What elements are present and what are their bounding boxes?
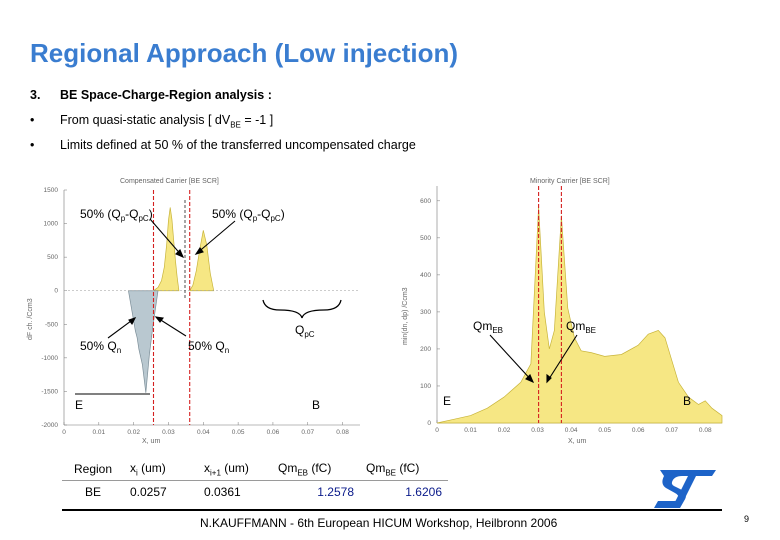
header-xi: xi (um) <box>124 458 198 481</box>
x-tick-label: 0.04 <box>197 429 210 436</box>
y-tick-label: 0 <box>427 420 431 427</box>
arrow-right-qp <box>195 220 236 255</box>
y-tick-label: 400 <box>420 272 431 279</box>
x-tick-label: 0.01 <box>92 429 105 436</box>
data-area-series <box>436 206 723 424</box>
x-tick-label: 0.08 <box>336 429 349 436</box>
x-tick-label: 0.05 <box>598 427 611 434</box>
arrow-qm-eb <box>489 334 534 383</box>
st-logo-icon <box>654 470 716 508</box>
y-tick-label: 1500 <box>44 187 59 194</box>
x-tick-label: 0.05 <box>232 429 245 436</box>
x-tick-label: 0.02 <box>498 427 511 434</box>
right-chart-xlabel: X, um <box>568 438 586 445</box>
bullet-dot: • <box>30 138 35 152</box>
x-tick-label: 0 <box>62 429 66 436</box>
label-e-right: E <box>443 394 451 408</box>
annotation-arrows <box>75 218 578 395</box>
data-area-series <box>152 207 180 292</box>
results-table: Region xi (um) xi+1 (um) QmEB (fC) QmBE … <box>62 458 448 503</box>
arrow-head-icon <box>546 373 552 384</box>
arrow-qm-be <box>546 334 578 383</box>
bullet-2: • From quasi-static analysis [ dVBE = -1… <box>0 113 780 130</box>
x-tick-label: 0.03 <box>162 429 175 436</box>
label-qm-be: QmBE <box>566 319 596 335</box>
arrow-head-icon <box>154 316 164 323</box>
label-b-right: B <box>683 394 691 408</box>
header-qmbe: QmBE (fC) <box>360 458 448 481</box>
header-xi1: xi+1 (um) <box>198 458 272 481</box>
y-tick-label: 500 <box>420 235 431 242</box>
left-chart-xlabel: X, um <box>142 438 160 445</box>
bullet-dot: • <box>30 113 35 127</box>
label-qn-right: 50% Qn <box>188 339 229 355</box>
label-e-left: E <box>75 398 83 412</box>
y-tick-label: 100 <box>420 383 431 390</box>
label-qm-eb: QmEB <box>473 319 503 335</box>
left-chart: Compensated Carrier [BE SCR] dF ch. /Ccm… <box>27 178 360 445</box>
x-tick-label: 0.08 <box>699 427 712 434</box>
cell-xi1: 0.0361 <box>204 485 241 499</box>
y-tick-label: 300 <box>420 309 431 316</box>
right-chart-ylabel: min(dn, dp) /Ccm3 <box>402 287 409 345</box>
bullet-3: • Limits defined at 50 % of the transfer… <box>0 138 780 154</box>
y-tick-label: 200 <box>420 346 431 353</box>
x-tick-label: 0.06 <box>267 429 280 436</box>
footer-divider <box>62 509 722 511</box>
y-tick-label: 0 <box>54 288 58 295</box>
label-b-left: B <box>312 398 320 412</box>
cell-region: BE <box>84 485 101 499</box>
charts-area: Compensated Carrier [BE SCR] dF ch. /Ccm… <box>27 178 723 445</box>
bullet-1: 3. BE Space-Charge-Region analysis : <box>0 88 780 104</box>
y-tick-label: -1500 <box>41 388 58 395</box>
arrow-head-icon <box>194 247 204 255</box>
arrow-left-qp <box>149 218 184 258</box>
label-qn-left: 50% Qn <box>80 339 121 355</box>
data-area-series <box>189 230 215 292</box>
arrow-head-icon <box>175 249 185 259</box>
bullet-text: Limits defined at 50 % of the transferre… <box>60 138 416 152</box>
x-tick-label: 0 <box>435 427 439 434</box>
label-qp-qpc-left: 50% (Qp-QpC) <box>80 207 153 223</box>
y-tick-label: -1000 <box>41 355 58 362</box>
footer-text: N.KAUFFMANN - 6th European HICUM Worksho… <box>200 516 558 530</box>
label-qp-qpc-right: 50% (Qp-QpC) <box>212 207 285 223</box>
data-area-series <box>128 290 159 393</box>
x-tick-label: 0.04 <box>565 427 578 434</box>
x-tick-label: 0.01 <box>464 427 477 434</box>
page-number: 9 <box>744 514 750 524</box>
x-tick-label: 0.06 <box>632 427 645 434</box>
header-qmeb: QmEB (fC) <box>272 458 360 481</box>
x-tick-label: 0.07 <box>301 429 314 436</box>
right-chart: Minority Carrier [BE SCR] min(dn, dp) /C… <box>402 178 723 445</box>
y-tick-label: 600 <box>420 198 431 205</box>
page-title: Regional Approach (Low injection) <box>30 38 459 68</box>
x-tick-label: 0.07 <box>665 427 678 434</box>
bullet-number: 3. <box>30 88 41 102</box>
x-tick-label: 0.02 <box>127 429 140 436</box>
left-chart-ylabel: dF ch. /Ccm3 <box>27 298 34 340</box>
right-chart-title: Minority Carrier [BE SCR] <box>530 178 610 185</box>
arrow-head-icon <box>128 317 137 326</box>
qpc-brace <box>262 299 342 319</box>
left-chart-title: Compensated Carrier [BE SCR] <box>120 178 219 185</box>
arrow-head-icon <box>525 374 535 384</box>
header-region: Region <box>62 458 124 481</box>
table-row: BE 0.0257 0.0361 1.2578 1.6206 <box>62 481 448 504</box>
cell-qmbe: 1.6206 <box>405 485 442 499</box>
cell-qmeb: 1.2578 <box>317 485 354 499</box>
label-qpc: QpC <box>295 323 315 339</box>
annotation-labels: 50% (Qp-QpC) 50% (Qp-QpC) 50% Qn 50% Qn … <box>75 207 691 412</box>
bullet-text: BE Space-Charge-Region analysis : <box>60 88 272 102</box>
y-tick-label: -2000 <box>41 422 58 429</box>
bullet-text: From quasi-static analysis [ dVBE = -1 ] <box>60 113 274 130</box>
cell-xi: 0.0257 <box>130 485 167 499</box>
table-header-row: Region xi (um) xi+1 (um) QmEB (fC) QmBE … <box>62 458 448 481</box>
x-tick-label: 0.03 <box>531 427 544 434</box>
y-tick-label: -500 <box>45 321 58 328</box>
y-tick-label: 1000 <box>44 221 59 228</box>
y-tick-label: 500 <box>47 254 58 261</box>
